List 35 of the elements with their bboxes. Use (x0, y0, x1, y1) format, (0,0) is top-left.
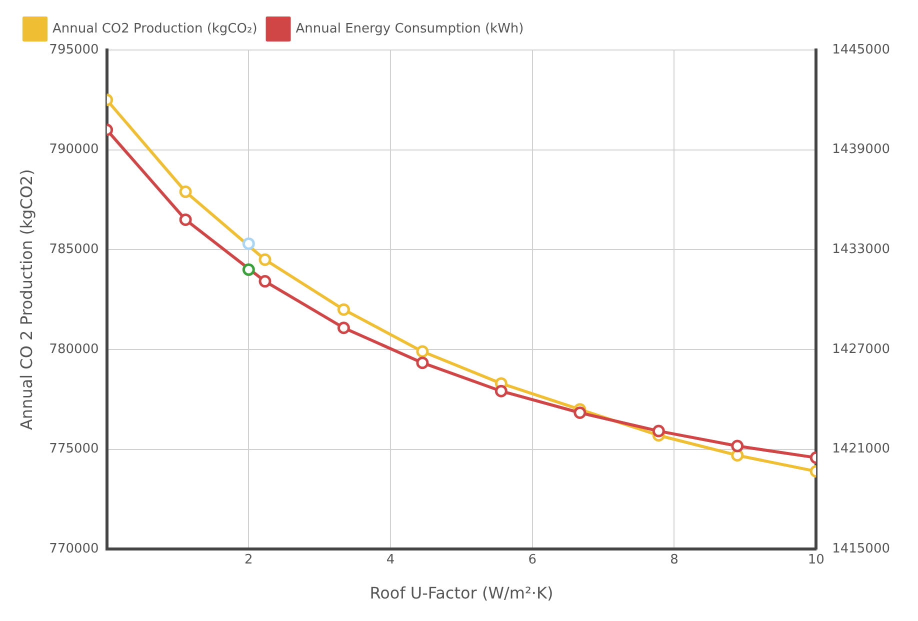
point (179, 213, 192, 226)
point (574, 406, 586, 419)
x-tick-label: 6 (528, 552, 537, 568)
point (258, 253, 272, 266)
legend-label: Annual Energy Consumption (kWh) (296, 21, 524, 36)
point (494, 384, 508, 398)
y-axis-title: Annual CO 2 Production (kgCO2) (16, 169, 36, 430)
y2-tick-label: 1415000 (832, 542, 890, 557)
y-tick-label: 770000 (49, 542, 99, 557)
point (652, 424, 665, 438)
y2-tick-label: 1439000 (832, 142, 890, 158)
y-tick-label: 785000 (49, 242, 99, 258)
x-tick-label: 2 (244, 552, 253, 568)
legend-label: Annual CO2 Production (kgCO₂) (52, 21, 258, 36)
y-tick-label: 790000 (49, 142, 99, 158)
point (337, 322, 350, 334)
y2-tick-label: 1427000 (832, 342, 890, 357)
point (242, 263, 255, 276)
x-tick-label: 8 (670, 552, 678, 568)
y-tick-label: 775000 (49, 442, 99, 457)
y2-tick-label: 1421000 (832, 442, 890, 457)
point (179, 186, 192, 198)
point (337, 303, 350, 316)
y2-tick-label: 1445000 (832, 42, 890, 58)
point (242, 237, 255, 250)
y2-tick-label: 1433000 (832, 242, 890, 258)
x-tick-label: 10 (808, 552, 824, 568)
point (258, 275, 272, 288)
x-axis-title: Roof U-Factor (W/m²·K) (370, 584, 554, 603)
y-tick-label: 780000 (49, 342, 99, 357)
x-tick-label: 4 (386, 552, 395, 568)
y-tick-label: 795000 (49, 42, 99, 58)
point (416, 345, 429, 358)
point (731, 440, 744, 452)
point (416, 356, 429, 370)
